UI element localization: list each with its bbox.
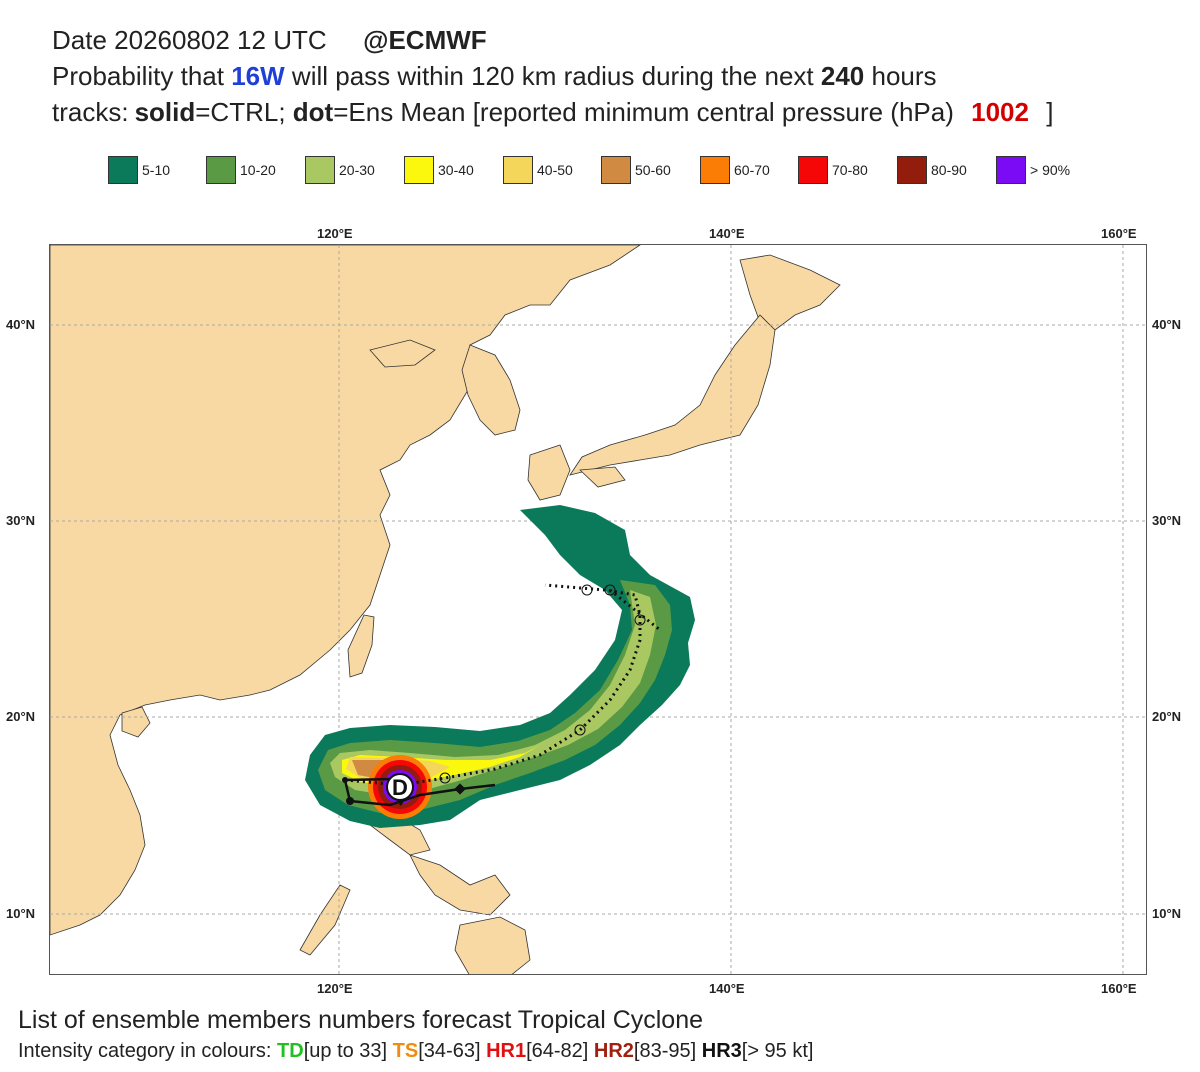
legend-item: > 90%	[996, 155, 1070, 185]
map-canvas: D	[50, 245, 1146, 974]
org-label: @ECMWF	[363, 25, 487, 55]
legend-item: 50-60	[601, 155, 671, 185]
legend-label: 50-60	[635, 162, 671, 178]
td-label: TD	[277, 1040, 304, 1062]
date-label: Date 20260802 12 UTC	[52, 25, 327, 55]
header-line-3: tracks: solid=CTRL; dot=Ens Mean [reporte…	[52, 94, 1053, 130]
legend-swatch	[503, 156, 533, 184]
ts-range: [34-63]	[418, 1040, 481, 1062]
legend-item: 30-40	[404, 155, 474, 185]
taiwan-island	[347, 614, 375, 678]
hainan-island	[121, 706, 151, 738]
legend-label: 5-10	[142, 162, 171, 178]
legend-swatch	[404, 156, 434, 184]
footer-intensity-line: Intensity category in colours: TD[up to …	[18, 1040, 813, 1063]
korea-peninsula	[461, 344, 521, 436]
hours-suffix: hours	[871, 61, 937, 91]
hr1-label: HR1	[486, 1040, 527, 1062]
land-layer	[50, 245, 841, 974]
ens-mean-track	[344, 583, 661, 787]
lat-label-right-40: 40°N	[1152, 317, 1182, 332]
legend-label: 30-40	[438, 162, 474, 178]
legend-label: 40-50	[537, 162, 573, 178]
legend-swatch	[206, 156, 236, 184]
legend-swatch	[305, 156, 335, 184]
japan-hokkaido	[739, 254, 841, 331]
lon-label-bottom-160: 160°E	[1101, 981, 1137, 996]
palawan-island	[299, 884, 351, 956]
hr3-range: [> 95 kt]	[741, 1040, 814, 1062]
lon-label-top-160: 160°E	[1101, 226, 1137, 241]
footer-title: List of ensemble members numbers forecas…	[18, 1006, 704, 1034]
lat-label-left-40: 40°N	[6, 317, 36, 332]
ts-label: TS	[392, 1040, 419, 1062]
strike-probability-map: D	[49, 244, 1147, 975]
legend-item: 60-70	[700, 155, 770, 185]
ens-mean-markers	[439, 584, 646, 784]
lon-label-top-140: 140°E	[709, 226, 745, 241]
legend-item: 80-90	[897, 155, 967, 185]
lon-label-bottom-140: 140°E	[709, 981, 745, 996]
shandong-peninsula	[369, 339, 436, 368]
lat-label-left-30: 30°N	[6, 513, 36, 528]
hr1-range: [64-82]	[526, 1040, 589, 1062]
legend-swatch	[108, 156, 138, 184]
lat-label-right-30: 30°N	[1152, 513, 1182, 528]
asia-mainland	[50, 245, 641, 936]
hr3-label: HR3	[701, 1040, 742, 1062]
lat-label-right-10: 10°N	[1152, 906, 1182, 921]
mindanao-island	[454, 916, 531, 974]
japan-kyushu	[527, 444, 571, 501]
legend-item: 10-20	[206, 155, 276, 185]
legend-item: 20-30	[305, 155, 375, 185]
probability-mid: will pass within 120 km radius during th…	[291, 61, 814, 91]
bracket-close: ]	[1046, 97, 1054, 127]
legend-item: 40-50	[503, 155, 573, 185]
pressure-value: 1002	[971, 97, 1029, 127]
td-range: [up to 33]	[303, 1040, 388, 1062]
lat-label-right-20: 20°N	[1152, 709, 1182, 724]
legend-label: 80-90	[931, 162, 967, 178]
lon-label-top-120: 120°E	[317, 226, 353, 241]
legend-swatch	[996, 156, 1026, 184]
japan-honshu	[569, 314, 776, 476]
legend-swatch	[798, 156, 828, 184]
lat-label-left-20: 20°N	[6, 709, 36, 724]
legend-item: 5-10	[108, 155, 170, 185]
hr2-range: [83-95]	[633, 1040, 697, 1062]
header-line-1: Date 20260802 12 UTC @ECMWF	[52, 22, 487, 58]
probability-prefix: Probability that	[52, 61, 224, 91]
japan-shikoku	[579, 466, 626, 488]
legend-swatch	[897, 156, 927, 184]
philippines-visayas	[409, 854, 511, 916]
legend-label: 70-80	[832, 162, 868, 178]
header-line-2: Probability that 16W will pass within 12…	[52, 58, 937, 94]
legend-label: 60-70	[734, 162, 770, 178]
legend-label: 20-30	[339, 162, 375, 178]
intensity-prefix: Intensity category in colours:	[18, 1040, 272, 1062]
dot-label: dot	[292, 97, 334, 127]
lon-label-bottom-120: 120°E	[317, 981, 353, 996]
tracks-prefix: tracks:	[52, 97, 129, 127]
legend-label: 10-20	[240, 162, 276, 178]
legend-item: 70-80	[798, 155, 868, 185]
legend-swatch	[700, 156, 730, 184]
lat-label-left-10: 10°N	[6, 906, 36, 921]
hours-value: 240	[820, 61, 865, 91]
ctrl-label: =CTRL;	[195, 97, 286, 127]
solid-label: solid	[134, 97, 196, 127]
hr2-label: HR2	[593, 1040, 634, 1062]
legend-label: > 90%	[1030, 162, 1071, 178]
mean-label: =Ens Mean [reported minimum central pres…	[333, 97, 954, 127]
legend-swatch	[601, 156, 631, 184]
storm-marker-text: D	[392, 775, 408, 800]
storm-depression-marker: D	[386, 773, 414, 801]
storm-id: 16W	[231, 61, 285, 91]
control-markers	[342, 777, 466, 805]
